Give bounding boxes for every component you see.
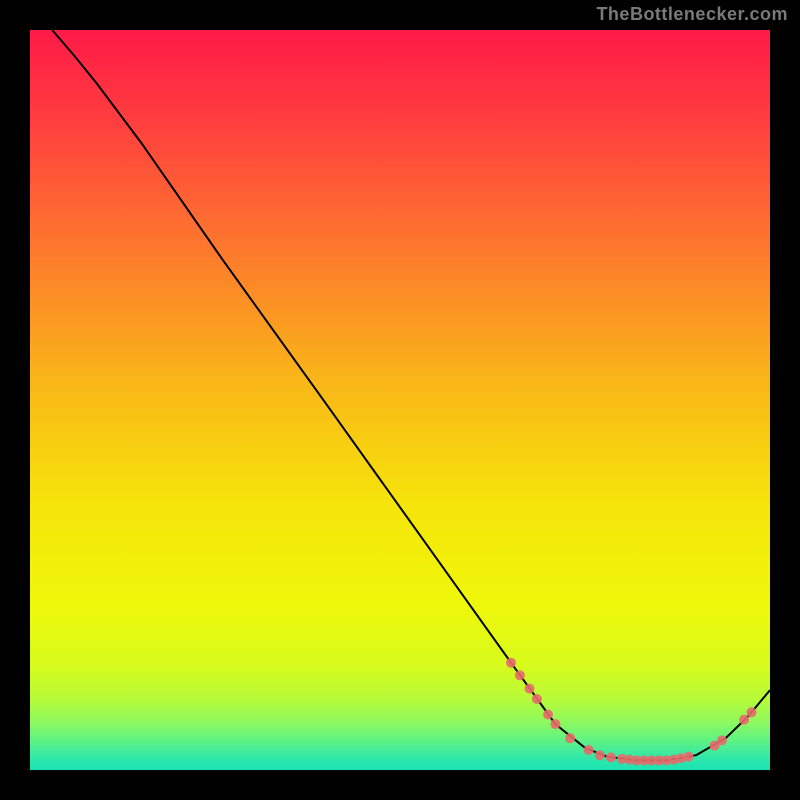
data-marker: [550, 719, 560, 729]
data-marker: [565, 733, 575, 743]
chart-container: TheBottlenecker.com: [0, 0, 800, 800]
data-marker: [543, 710, 553, 720]
data-marker: [584, 745, 594, 755]
data-marker: [606, 752, 616, 762]
data-marker: [739, 715, 749, 725]
data-marker: [595, 750, 605, 760]
data-marker: [532, 694, 542, 704]
data-marker: [506, 658, 516, 668]
data-marker: [525, 684, 535, 694]
bottleneck-line-chart: [0, 0, 800, 800]
data-marker: [717, 735, 727, 745]
watermark-text: TheBottlenecker.com: [596, 4, 788, 25]
data-marker: [747, 707, 757, 717]
data-marker: [684, 752, 694, 762]
data-marker: [515, 670, 525, 680]
